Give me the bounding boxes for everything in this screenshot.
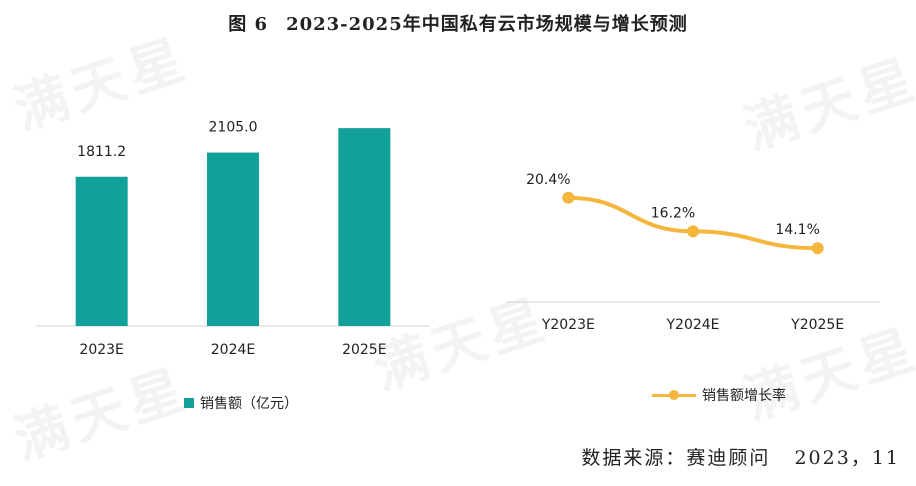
- data-point: [811, 242, 824, 255]
- bar-legend-swatch: [184, 398, 194, 408]
- bar: [207, 152, 259, 326]
- line-legend-label: 销售额增长率: [702, 388, 786, 404]
- data-point: [687, 225, 699, 238]
- source-date: 2023，11: [794, 447, 900, 469]
- data-label: 14.1%: [775, 222, 819, 238]
- line-chart-legend: 销售额增长率: [652, 385, 786, 405]
- source-note: 数据来源：赛迪顾问 2023，11: [581, 443, 900, 470]
- figure-number: 图 6: [228, 14, 269, 35]
- x-tick-label: 2024E: [211, 342, 255, 358]
- line-legend-swatch: [652, 389, 696, 400]
- data-label: 16.2%: [651, 205, 695, 221]
- figure-title: 图 6 2023-2025年中国私有云市场规模与增长预测: [0, 10, 916, 36]
- bar-chart-legend: 销售额（亿元）: [184, 393, 298, 413]
- x-tick-label: 2023E: [79, 342, 123, 358]
- data-label: 20.4%: [526, 172, 570, 188]
- bar: [338, 128, 391, 326]
- figure-title-text: 2023-2025年中国私有云市场规模与增长预测: [286, 14, 688, 35]
- data-label: 2105.0: [209, 120, 258, 136]
- data-label: 1811.2: [77, 144, 126, 160]
- x-tick-label: Y2024E: [665, 317, 719, 333]
- x-tick-label: Y2025E: [790, 317, 844, 333]
- line-legend-dot: [669, 389, 679, 400]
- source-text: 数据来源：赛迪顾问: [581, 447, 771, 469]
- data-label: 2401.4: [340, 110, 389, 111]
- bar: [75, 176, 128, 326]
- x-tick-label: 2025E: [342, 342, 386, 358]
- bar-chart: 1811.2 2023E 2105.0 2024E 2401.4 2025E: [36, 110, 430, 358]
- line-chart: 20.4% Y2023E 16.2% Y2024E 14.1% Y2025E: [506, 172, 880, 333]
- bar-legend-label: 销售额（亿元）: [200, 396, 298, 412]
- x-tick-label: Y2023E: [541, 317, 595, 333]
- data-point: [562, 191, 575, 204]
